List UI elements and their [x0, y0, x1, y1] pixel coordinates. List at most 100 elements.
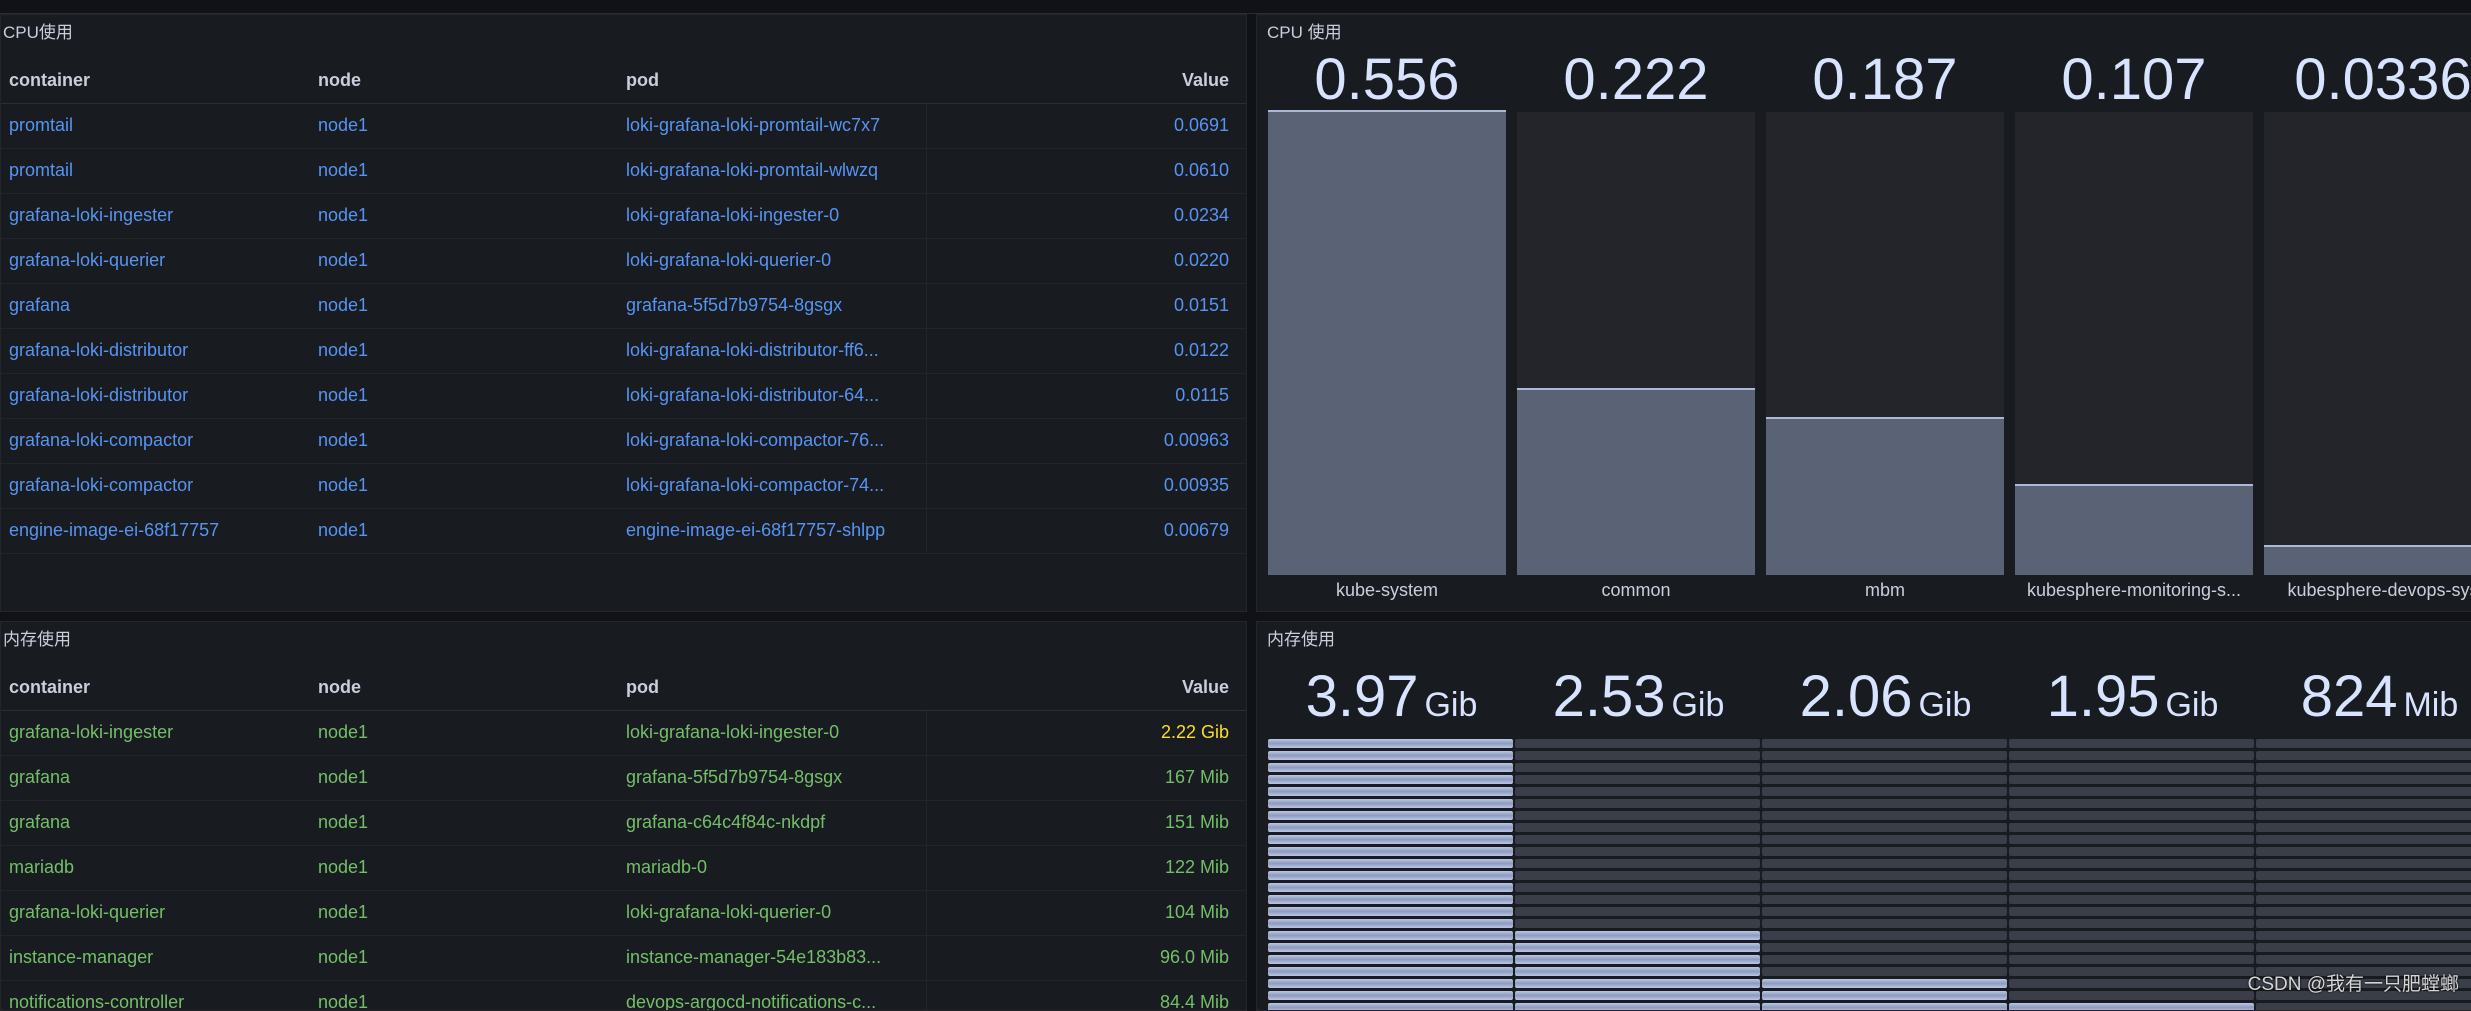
- column-header-node[interactable]: node: [310, 59, 618, 104]
- table-cell-container: promtail: [1, 103, 310, 149]
- bargauge-lcd: [1762, 725, 2009, 1010]
- table-cell-value: 96.0 Mib: [926, 935, 1246, 981]
- panel-title[interactable]: CPU 使用: [1267, 23, 1342, 42]
- bargauge-segment: [2009, 847, 2254, 856]
- bargauge-segment: [1515, 967, 1760, 976]
- bargauge-segment: [1515, 775, 1760, 784]
- table-cell-container: grafana: [1, 755, 310, 801]
- column-header-pod[interactable]: pod: [618, 59, 926, 104]
- table-row[interactable]: grafana-loki-compactor node1 loki-grafana-…: [1, 463, 1246, 509]
- cpu-usage-table: container node pod Value promtail node1 lo…: [1, 59, 1246, 554]
- table-cell-value: 0.0122: [926, 328, 1246, 374]
- table-cell-node: node1: [310, 283, 618, 329]
- bargauge-value: 824 Mib: [2256, 668, 2471, 726]
- bargauge-column[interactable]: 1.95 Gib: [2009, 622, 2256, 1010]
- bargauge-segment: [2009, 955, 2254, 964]
- table-cell-value: 2.22 Gib: [926, 710, 1246, 756]
- bargauge-segment: [1762, 1003, 2007, 1010]
- table-cell-pod: loki-grafana-loki-compactor-76...: [618, 418, 927, 464]
- bargauge-segment: [2256, 859, 2471, 868]
- table-row[interactable]: grafana-loki-ingester node1 loki-grafana-l…: [1, 710, 1246, 756]
- bargauge-column[interactable]: 0.222 common: [1517, 15, 1755, 611]
- bargauge-segment: [1268, 955, 1513, 964]
- bargauge-segment: [1268, 739, 1513, 748]
- table-row[interactable]: grafana-loki-querier node1 loki-grafana-lo…: [1, 238, 1246, 284]
- bargauge-segment: [1762, 787, 2007, 796]
- table-row[interactable]: grafana-loki-ingester node1 loki-grafana-l…: [1, 193, 1246, 239]
- bargauge-segment: [2009, 895, 2254, 904]
- bargauge-lcd: [1515, 725, 1762, 1010]
- column-header-value[interactable]: Value: [926, 666, 1246, 711]
- table-row[interactable]: engine-image-ei-68f17757 node1 engine-imag…: [1, 508, 1246, 554]
- bargauge-segment: [2256, 967, 2471, 976]
- bargauge-column[interactable]: 0.0336 kubesphere-devops-sys: [2264, 15, 2471, 611]
- table-row[interactable]: grafana-loki-querier node1 loki-grafana-lo…: [1, 890, 1246, 936]
- bargauge-segment: [1762, 799, 2007, 808]
- panel-title[interactable]: 内存使用: [3, 630, 71, 649]
- bargauge-segment: [1268, 967, 1513, 976]
- panel-title[interactable]: 内存使用: [1267, 630, 1335, 649]
- column-header-node[interactable]: node: [310, 666, 618, 711]
- bargauge-segment: [2009, 823, 2254, 832]
- table-row[interactable]: grafana node1 grafana-5f5d7b9754-8gsgx 167 …: [1, 755, 1246, 801]
- table-cell-pod: loki-grafana-loki-querier-0: [618, 890, 927, 936]
- bargauge-segment: [2256, 775, 2471, 784]
- panel-title[interactable]: CPU使用: [3, 23, 73, 42]
- bargauge-segment: [1762, 907, 2007, 916]
- table-row[interactable]: grafana-loki-distributor node1 loki-grafan…: [1, 373, 1246, 419]
- bargauge-column[interactable]: 824 Mib: [2256, 622, 2471, 1010]
- bargauge-bar: [1268, 110, 1506, 575]
- table-cell-pod: grafana-5f5d7b9754-8gsgx: [618, 755, 927, 801]
- bargauge-segment: [2009, 991, 2254, 1000]
- bargauge-segment: [1762, 763, 2007, 772]
- column-header-container[interactable]: container: [1, 59, 310, 104]
- bargauge-label: common: [1601, 580, 1671, 600]
- bargauge-column[interactable]: 0.187 mbm: [1766, 15, 2004, 611]
- bargauge-segment: [2256, 883, 2471, 892]
- table-row[interactable]: promtail node1 loki-grafana-loki-promtail-…: [1, 103, 1246, 149]
- table-cell-node: node1: [310, 845, 618, 891]
- bargauge-value: 1.95 Gib: [2009, 668, 2256, 726]
- table-cell-pod: mariadb-0: [618, 845, 927, 891]
- table-cell-container: grafana-loki-ingester: [1, 710, 310, 756]
- table-cell-value: 0.0691: [926, 103, 1246, 149]
- bargauge-segment: [2009, 835, 2254, 844]
- table-row[interactable]: grafana node1 grafana-5f5d7b9754-8gsgx 0.01…: [1, 283, 1246, 329]
- table-row[interactable]: grafana-loki-compactor node1 loki-grafana-…: [1, 418, 1246, 464]
- table-cell-node: node1: [310, 328, 618, 374]
- watermark: CSDN @我有一只肥螳螂: [2247, 974, 2459, 995]
- table-row[interactable]: instance-manager node1 instance-manager-54…: [1, 935, 1246, 981]
- table-cell-container: grafana-loki-compactor: [1, 418, 310, 464]
- bargauge-segment: [2256, 919, 2471, 928]
- bargauge-value: 3.97 Gib: [1268, 668, 1515, 726]
- table-cell-container: mariadb: [1, 845, 310, 891]
- bargauge-segment: [1762, 883, 2007, 892]
- bargauge-unit: Gib: [2165, 686, 2219, 724]
- bargauge-segment: [2256, 763, 2471, 772]
- table-row[interactable]: mariadb node1 mariadb-0 122 Mib: [1, 845, 1246, 891]
- table-row[interactable]: grafana-loki-distributor node1 loki-grafan…: [1, 328, 1246, 374]
- table-row[interactable]: promtail node1 loki-grafana-loki-promtail-…: [1, 148, 1246, 194]
- table-row[interactable]: grafana node1 grafana-c64c4f84c-nkdpf 151 M…: [1, 800, 1246, 846]
- bargauge-column[interactable]: 2.06 Gib: [1762, 622, 2009, 1010]
- bargauge-column[interactable]: 0.107 kubesphere-monitoring-s...: [2015, 15, 2253, 611]
- bargauge-segment: [2009, 811, 2254, 820]
- bargauge-column[interactable]: 3.97 Gib: [1268, 622, 1515, 1010]
- table-cell-node: node1: [310, 800, 618, 846]
- column-header-pod[interactable]: pod: [618, 666, 926, 711]
- bargauge-segment: [2009, 967, 2254, 976]
- column-header-value[interactable]: Value: [926, 59, 1246, 104]
- bargauge-column[interactable]: 0.556 kube-system: [1268, 15, 1506, 611]
- bargauge-segment: [2009, 931, 2254, 940]
- bargauge-segment: [1268, 931, 1513, 940]
- bargauge-segment: [1515, 943, 1760, 952]
- bargauge-column[interactable]: 2.53 Gib: [1515, 622, 1762, 1010]
- bargauge-segment: [1515, 883, 1760, 892]
- bargauge-segment: [1762, 847, 2007, 856]
- cpu-usage-bargauge-panel: CPU 使用 0.556 kube-system 0.222 common 0.187 m…: [1256, 14, 2471, 612]
- table-row[interactable]: notifications-controller node1 devops-argo…: [1, 980, 1246, 1010]
- bargauge-segment: [2256, 907, 2471, 916]
- bargauge-segment: [1268, 835, 1513, 844]
- column-header-container[interactable]: container: [1, 666, 310, 711]
- bargauge-label: kube-system: [1335, 580, 1439, 600]
